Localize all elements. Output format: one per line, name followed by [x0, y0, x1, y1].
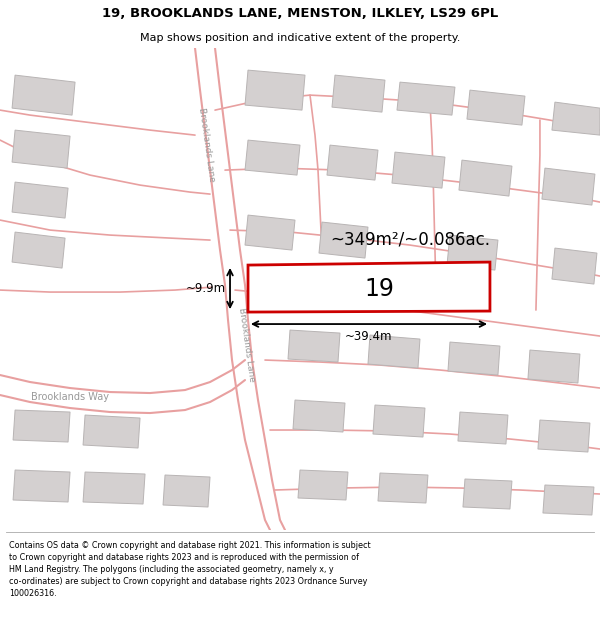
- Polygon shape: [83, 472, 145, 504]
- Text: Map shows position and indicative extent of the property.: Map shows position and indicative extent…: [140, 32, 460, 43]
- Text: ~39.4m: ~39.4m: [345, 330, 393, 343]
- Polygon shape: [288, 330, 340, 362]
- Polygon shape: [552, 248, 597, 284]
- Polygon shape: [12, 75, 75, 115]
- Polygon shape: [467, 90, 525, 125]
- Polygon shape: [543, 485, 594, 515]
- Polygon shape: [13, 410, 70, 442]
- Polygon shape: [332, 75, 385, 112]
- Polygon shape: [12, 232, 65, 268]
- Polygon shape: [459, 160, 512, 196]
- Polygon shape: [392, 152, 445, 188]
- Polygon shape: [542, 168, 595, 205]
- Polygon shape: [538, 420, 590, 452]
- Text: ~349m²/~0.086ac.: ~349m²/~0.086ac.: [330, 230, 490, 248]
- Polygon shape: [528, 350, 580, 383]
- Polygon shape: [368, 335, 420, 368]
- Polygon shape: [245, 140, 300, 175]
- Polygon shape: [378, 473, 428, 503]
- Text: Contains OS data © Crown copyright and database right 2021. This information is : Contains OS data © Crown copyright and d…: [9, 541, 371, 598]
- Polygon shape: [298, 470, 348, 500]
- Text: 19: 19: [364, 277, 394, 301]
- Polygon shape: [12, 182, 68, 218]
- Polygon shape: [463, 479, 512, 509]
- Text: 19, BROOKLANDS LANE, MENSTON, ILKLEY, LS29 6PL: 19, BROOKLANDS LANE, MENSTON, ILKLEY, LS…: [102, 7, 498, 20]
- Polygon shape: [448, 342, 500, 375]
- Polygon shape: [327, 145, 378, 180]
- Polygon shape: [245, 70, 305, 110]
- Polygon shape: [163, 475, 210, 507]
- Polygon shape: [293, 400, 345, 432]
- Polygon shape: [83, 415, 140, 448]
- Text: Brooklands Lane: Brooklands Lane: [238, 308, 257, 382]
- Text: Brooklands Lane: Brooklands Lane: [197, 107, 217, 182]
- Polygon shape: [13, 470, 70, 502]
- Polygon shape: [458, 412, 508, 444]
- Text: ~9.9m: ~9.9m: [186, 282, 226, 295]
- Polygon shape: [447, 235, 498, 270]
- Polygon shape: [319, 222, 368, 258]
- Text: Brooklands Way: Brooklands Way: [31, 392, 109, 402]
- Polygon shape: [12, 130, 70, 168]
- Polygon shape: [552, 102, 600, 135]
- Polygon shape: [248, 262, 490, 312]
- Polygon shape: [397, 82, 455, 115]
- Polygon shape: [245, 215, 295, 250]
- Polygon shape: [373, 405, 425, 437]
